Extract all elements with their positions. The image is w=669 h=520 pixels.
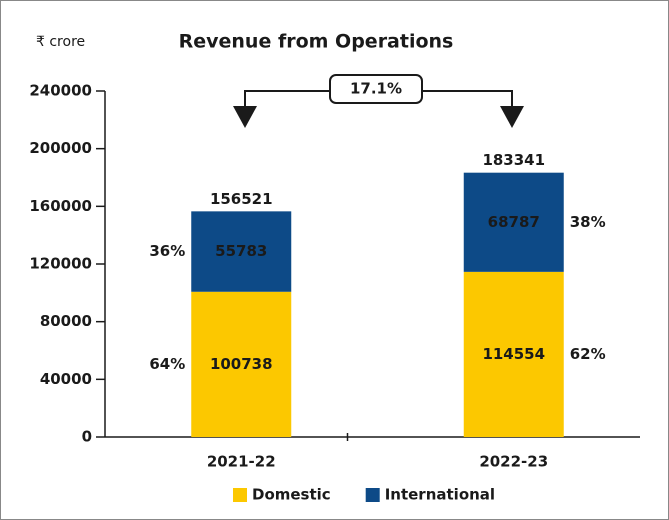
total-label: 183341	[482, 151, 545, 169]
value-label: 100738	[210, 355, 273, 373]
x-tick-label: 2022-23	[479, 453, 548, 471]
bar-segment	[463, 172, 564, 272]
share-label: 38%	[570, 213, 606, 231]
y-tick-label: 80000	[40, 312, 92, 330]
y-tick-label: 120000	[29, 255, 92, 273]
x-tick-label: 2021-22	[207, 453, 276, 471]
value-label: 55783	[215, 242, 267, 260]
y-tick-label: 240000	[29, 82, 92, 100]
legend-swatch	[233, 488, 247, 502]
y-tick-label: 200000	[29, 139, 92, 157]
bar-segment	[191, 291, 292, 437]
legend-label: International	[385, 486, 495, 504]
value-label: 114554	[482, 345, 545, 363]
total-label: 156521	[210, 190, 273, 208]
y-unit: ₹ crore	[36, 34, 85, 50]
arrow-head	[500, 106, 524, 128]
bar-segment	[463, 271, 564, 437]
legend-label: Domestic	[252, 486, 331, 504]
y-tick-label: 160000	[29, 197, 92, 215]
share-label: 36%	[149, 242, 185, 260]
chart-title: Revenue from Operations	[179, 31, 454, 53]
value-label: 68787	[488, 213, 540, 231]
growth-arrows	[244, 74, 513, 110]
share-label: 64%	[149, 355, 185, 373]
bar-segment	[191, 211, 292, 292]
arrow-head	[233, 106, 257, 128]
share-label: 62%	[570, 345, 606, 363]
y-tick-label: 40000	[40, 370, 92, 388]
legend-swatch	[365, 488, 380, 502]
y-tick-label: 0	[82, 428, 92, 446]
growth-label: 17.1%	[350, 80, 402, 98]
